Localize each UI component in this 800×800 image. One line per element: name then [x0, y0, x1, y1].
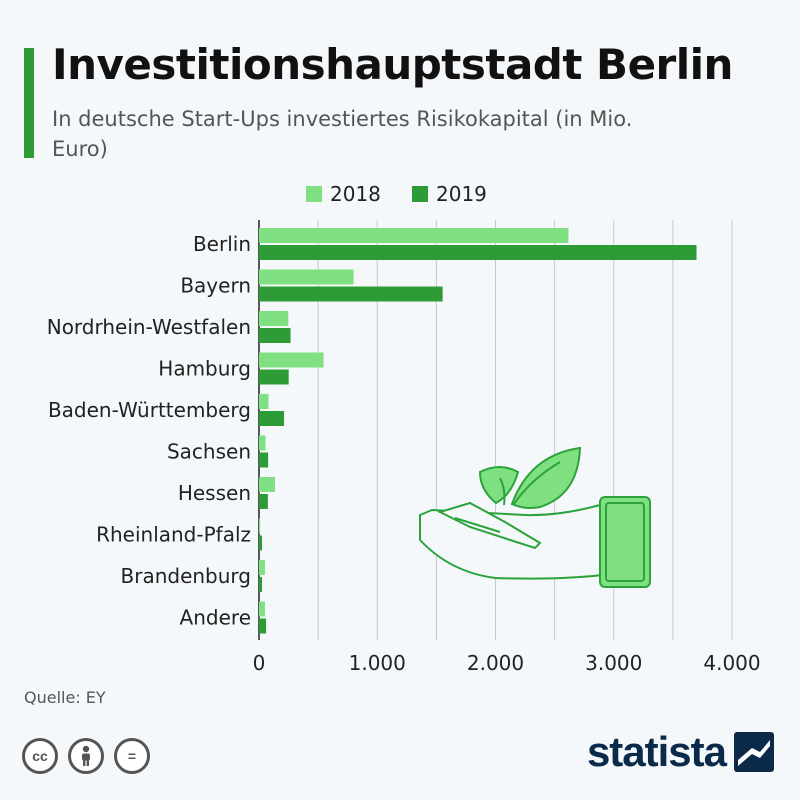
x-tick-label: 0	[253, 651, 266, 675]
plant-in-hand-illustration	[419, 446, 651, 588]
bars-layer	[259, 228, 697, 634]
legend-label-2019: 2019	[436, 182, 487, 206]
brand-name: statista	[586, 728, 727, 775]
bar-2019	[259, 245, 697, 260]
legend-item-2019: 2019	[412, 182, 487, 206]
leaf-left	[478, 466, 520, 505]
bar-2019	[259, 577, 263, 592]
finger-line	[454, 517, 501, 533]
equals-icon[interactable]: =	[114, 738, 150, 774]
source-text: Quelle: EY	[24, 688, 106, 707]
chart-subtitle: In deutsche Start-Ups investiertes Risik…	[52, 107, 633, 161]
x-tick-label: 4.000	[703, 651, 760, 675]
bar-2019	[259, 411, 285, 426]
category-label: Nordrhein-Westfalen	[47, 315, 251, 339]
labels-layer: 0 1.000 2.000 3.000 4.000 Berlin Bayern Nordrhe…	[47, 232, 761, 675]
legend: 2018 2019	[0, 182, 800, 206]
category-label: Hamburg	[158, 357, 251, 381]
license-icons: cc =	[22, 738, 150, 774]
x-tick-label: 1.000	[349, 651, 406, 675]
cc-icon[interactable]: cc	[22, 738, 58, 774]
bar-2018	[259, 435, 266, 451]
category-label: Andere	[180, 606, 251, 630]
x-tick-label: 2.000	[467, 651, 524, 675]
leaf-right	[510, 446, 582, 509]
statista-logo-icon	[734, 732, 774, 772]
bar-2018	[259, 352, 324, 368]
legend-swatch-2019	[412, 186, 428, 202]
bar-2018	[259, 394, 269, 409]
person-icon[interactable]	[68, 738, 104, 774]
bar-2018	[259, 477, 275, 492]
bar-2018	[259, 518, 261, 534]
category-label: Baden-Württemberg	[48, 398, 251, 422]
category-label: Hessen	[178, 481, 251, 505]
stem	[499, 461, 561, 506]
bar-2018	[259, 601, 265, 617]
bar-2019	[259, 452, 269, 468]
bar-2018	[259, 228, 569, 243]
legend-label-2018: 2018	[330, 182, 381, 206]
bar-2019	[259, 369, 289, 385]
x-tick-label: 3.000	[585, 651, 642, 675]
chart-title: Investitionshauptstadt Berlin	[52, 40, 733, 89]
category-label: Rheinland-Pfalz	[96, 523, 251, 547]
category-label: Brandenburg	[121, 564, 252, 588]
category-label: Berlin	[193, 232, 251, 256]
brand[interactable]: statista	[587, 728, 774, 776]
category-label: Sachsen	[167, 440, 251, 464]
bar-2018	[259, 560, 265, 575]
person-glyph	[82, 745, 90, 766]
bar-2018	[259, 269, 354, 285]
bar-2019	[259, 286, 443, 302]
bar-2019	[259, 618, 267, 634]
accent-bar	[24, 48, 34, 158]
bar-2019	[259, 328, 291, 343]
category-label: Bayern	[180, 274, 251, 298]
legend-item-2018: 2018	[306, 182, 381, 206]
bar-2019	[259, 535, 263, 551]
thumb-outline	[437, 501, 542, 550]
bar-2019	[259, 494, 268, 509]
cuff-inner	[605, 502, 645, 582]
legend-swatch-2018	[306, 186, 322, 202]
cuff-rect	[599, 496, 651, 588]
bar-2018	[259, 311, 289, 326]
